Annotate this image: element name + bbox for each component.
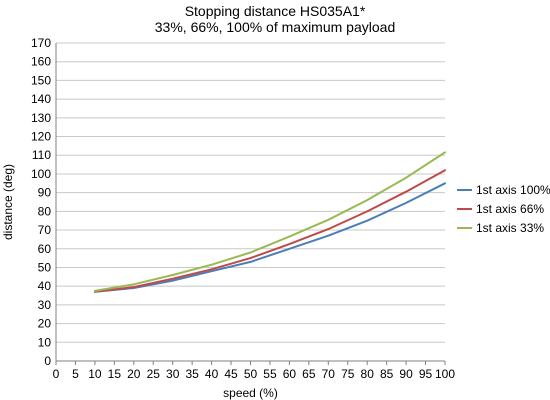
x-tick-label: 95 bbox=[419, 367, 433, 381]
y-tick-label: 110 bbox=[32, 148, 51, 162]
y-tick-label: 10 bbox=[38, 335, 52, 349]
x-tick-label: 25 bbox=[147, 367, 161, 381]
y-tick-label: 90 bbox=[38, 186, 52, 200]
y-tick-label: 0 bbox=[44, 354, 51, 368]
x-tick-label: 30 bbox=[166, 367, 180, 381]
x-tick-label: 35 bbox=[185, 367, 199, 381]
legend-label-3: 1st axis 33% bbox=[476, 221, 544, 235]
y-tick-label: 80 bbox=[38, 204, 52, 218]
x-tick-label: 5 bbox=[72, 367, 79, 381]
x-tick-label: 55 bbox=[263, 367, 277, 381]
x-tick-label: 45 bbox=[224, 367, 238, 381]
x-tick-label: 20 bbox=[127, 367, 141, 381]
y-tick-label: 70 bbox=[38, 223, 52, 237]
x-tick-label: 0 bbox=[53, 367, 60, 381]
y-tick-label: 60 bbox=[38, 242, 52, 256]
y-tick-label: 100 bbox=[31, 167, 51, 181]
x-tick-label: 100 bbox=[435, 367, 455, 381]
x-tick-label: 50 bbox=[244, 367, 258, 381]
y-tick-label: 130 bbox=[31, 111, 51, 125]
series-line-2 bbox=[93, 169, 446, 293]
x-tick-label: 90 bbox=[399, 367, 413, 381]
x-axis-label: speed (%) bbox=[223, 386, 278, 400]
x-tick-label: 75 bbox=[341, 367, 355, 381]
y-tick-label: 50 bbox=[38, 260, 52, 274]
x-tick-label: 10 bbox=[88, 367, 102, 381]
y-axis-label: distance (deg) bbox=[1, 164, 15, 240]
y-tick-label: 120 bbox=[31, 130, 51, 144]
chart-title: Stopping distance HS035A1* bbox=[184, 3, 366, 19]
x-tick-label: 60 bbox=[283, 367, 297, 381]
x-tick-label: 85 bbox=[380, 367, 394, 381]
x-tick-label: 70 bbox=[322, 367, 336, 381]
chart-subtitle: 33%, 66%, 100% of maximum payload bbox=[154, 19, 396, 35]
series-line-3 bbox=[93, 151, 446, 292]
x-tick-label: 40 bbox=[205, 367, 219, 381]
y-tick-label: 160 bbox=[31, 55, 51, 69]
x-tick-label: 65 bbox=[302, 367, 316, 381]
legend-label-1: 1st axis 100% bbox=[476, 183, 550, 197]
x-tick-label: 80 bbox=[361, 367, 375, 381]
y-tick-label: 20 bbox=[38, 317, 52, 331]
y-tick-label: 40 bbox=[38, 279, 52, 293]
y-tick-label: 30 bbox=[38, 298, 52, 312]
y-tick-label: 140 bbox=[31, 92, 51, 106]
x-tick-label: 15 bbox=[108, 367, 122, 381]
legend-label-2: 1st axis 66% bbox=[476, 202, 544, 216]
series-line-1 bbox=[93, 182, 446, 293]
y-tick-label: 170 bbox=[31, 36, 51, 50]
y-tick-label: 150 bbox=[31, 73, 51, 87]
